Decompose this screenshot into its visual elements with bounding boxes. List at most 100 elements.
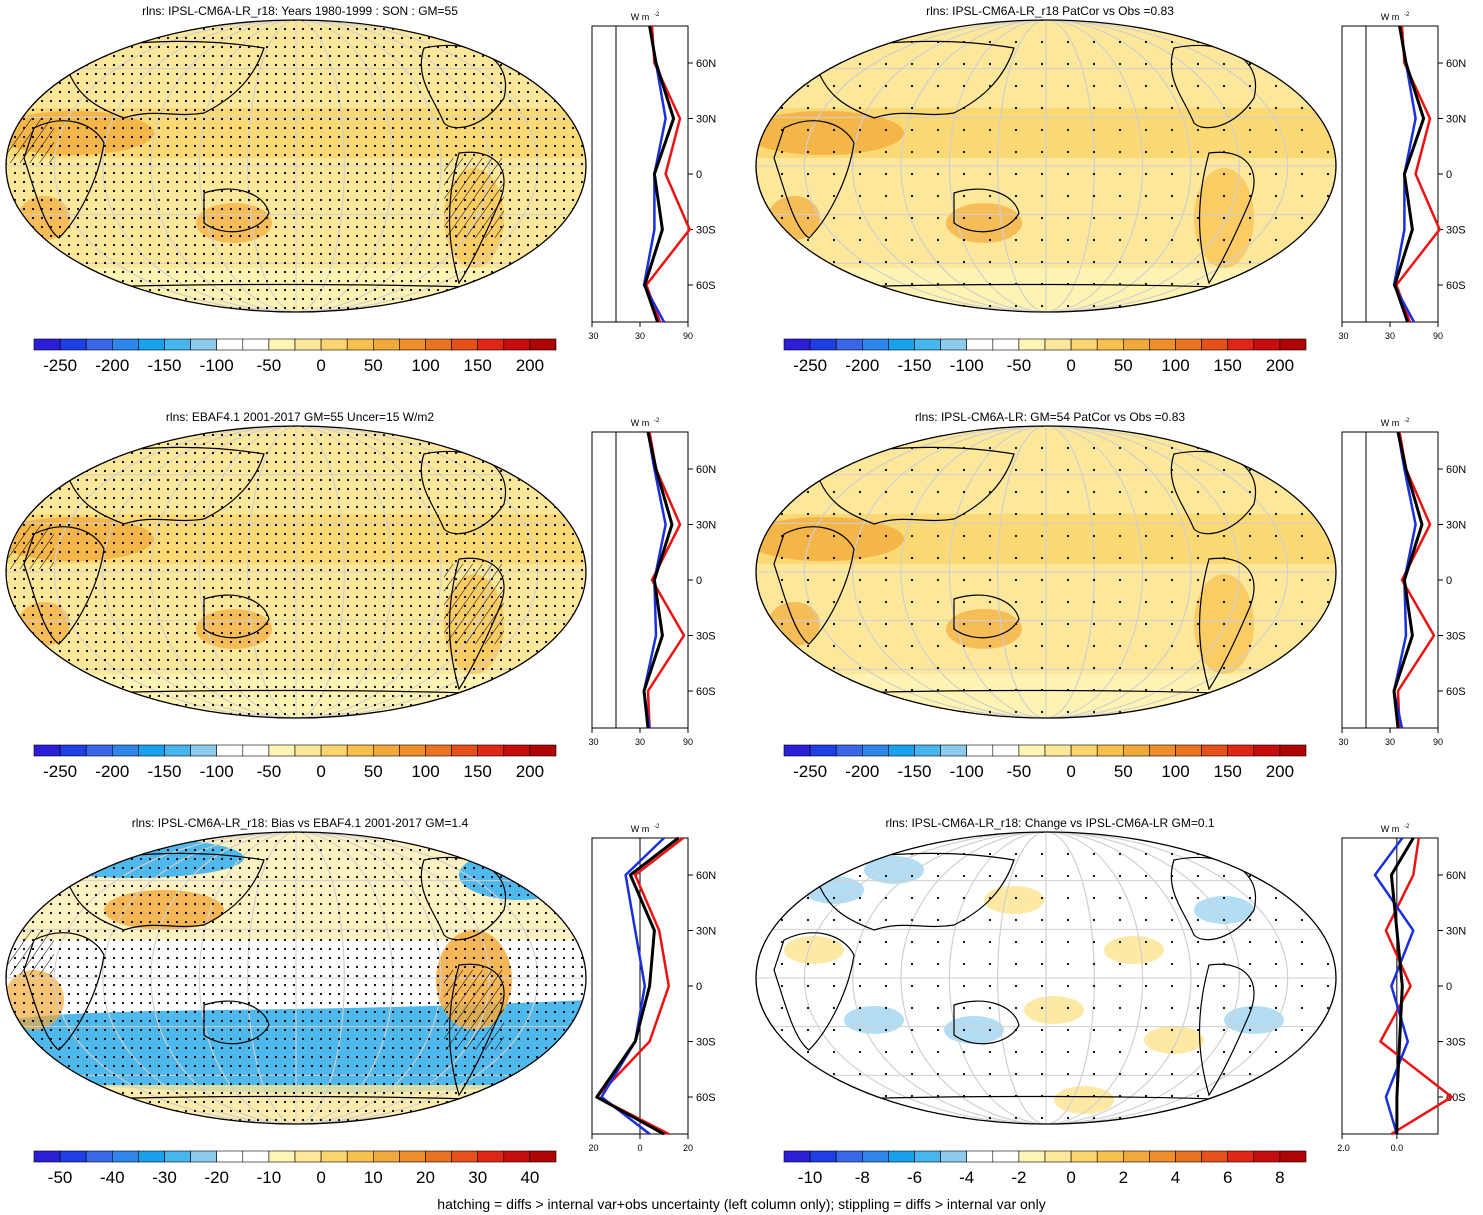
colorbar-label: -50 [257, 762, 282, 781]
map-panel-3 [4, 424, 588, 720]
colorbar-swatch [60, 339, 86, 350]
colorbar-swatch [243, 745, 269, 756]
units-superscript: -2 [654, 12, 660, 18]
colorbar-swatch [321, 1151, 347, 1162]
hatching-region [444, 564, 504, 644]
colorbar-label: 0 [316, 356, 325, 375]
colorbar-swatch [941, 1151, 967, 1162]
colorbar-swatch [269, 745, 295, 756]
colorbar-swatch [478, 745, 504, 756]
colorbar-swatch [1071, 1151, 1097, 1162]
lat-label: 30S [696, 225, 716, 237]
colorbar-swatch [60, 1151, 86, 1162]
colorbar-label: 100 [411, 762, 439, 781]
colorbar-swatch [426, 745, 452, 756]
panel-title-5: rlns: IPSL-CM6A-LR_r18: Bias vs EBAF4.1 … [20, 816, 580, 830]
colorbar-label: -2 [1011, 1168, 1026, 1187]
colorbar-swatch [967, 1151, 993, 1162]
x-tick-label: 0 [637, 1143, 642, 1153]
colorbar-label: -50 [48, 1168, 73, 1187]
colorbar-swatch [1045, 745, 1071, 756]
lat-label: 0 [1446, 981, 1452, 993]
colorbar-swatch [941, 339, 967, 350]
colorbar-swatch [888, 339, 914, 350]
zonal-mean-plot-2: W m-260N30N030S60S-303090 [1338, 4, 1483, 362]
hatching-region [4, 118, 54, 163]
colorbar-swatch [86, 1151, 112, 1162]
colorbar-swatch [1019, 745, 1045, 756]
colorbar-swatch [138, 339, 164, 350]
colorbar-swatch [993, 1151, 1019, 1162]
colorbar-swatch [34, 745, 60, 756]
colorbar-swatch [1097, 339, 1123, 350]
colorbar-label: -100 [950, 356, 984, 375]
lat-label: 60N [1446, 870, 1466, 882]
colorbar-label: 200 [1266, 762, 1294, 781]
colorbar-swatch [1254, 745, 1280, 756]
zonal-mean-plot-5: W m-260N30N030S60S-20020 [588, 816, 738, 1174]
colorbar-label: -250 [793, 356, 827, 375]
colorbar-swatch [426, 339, 452, 350]
panel-title-3: rlns: EBAF4.1 2001-2017 GM=55 Uncer=15 W… [20, 410, 580, 424]
colorbar-label: -8 [855, 1168, 870, 1187]
colorbar-swatch [1176, 745, 1202, 756]
colorbar-label: 0 [316, 1168, 325, 1187]
colorbar-swatch [373, 745, 399, 756]
colorbar-swatch [1202, 745, 1228, 756]
map-panel-5 [4, 830, 588, 1126]
colorbar-swatch [836, 339, 862, 350]
zonal-frame [592, 26, 688, 322]
colorbar-label: 4 [1171, 1168, 1180, 1187]
colorbar-label: -10 [257, 1168, 282, 1187]
colorbar-swatch [1045, 1151, 1071, 1162]
lat-label: 60N [696, 870, 716, 882]
colorbar-swatch [1176, 339, 1202, 350]
colorbar-label: -20 [204, 1168, 229, 1187]
colorbar-label: 150 [1214, 762, 1242, 781]
colorbar-swatch [1019, 339, 1045, 350]
colorbar-swatch [269, 1151, 295, 1162]
colorbar-label: 150 [1214, 356, 1242, 375]
panel-title-1: rlns: IPSL-CM6A-LR_r18: Years 1980-1999 … [20, 4, 580, 18]
colorbar-label: 6 [1223, 1168, 1232, 1187]
colorbar-label: 0 [1066, 356, 1075, 375]
hatching-region [4, 524, 54, 569]
colorbar-label: -250 [43, 356, 77, 375]
colorbar-label: -150 [897, 356, 931, 375]
colorbar-swatch [138, 745, 164, 756]
lat-label: 30N [696, 520, 716, 532]
colorbar-label: -50 [257, 356, 282, 375]
colorbar-swatch [347, 339, 373, 350]
lat-label: 60S [696, 686, 716, 698]
units-label: W m [631, 418, 650, 428]
x-tick-label: 90 [1433, 737, 1443, 747]
colorbar-label: 100 [411, 356, 439, 375]
units-superscript: -2 [1404, 418, 1410, 424]
colorbar-label: 20 [416, 1168, 435, 1187]
colorbar-swatch [1228, 745, 1254, 756]
hatching-region [444, 158, 504, 238]
colorbar-label: -10 [798, 1168, 823, 1187]
units-superscript: -2 [654, 824, 660, 830]
lat-label: 0 [1446, 169, 1452, 181]
colorbar-swatch [165, 339, 191, 350]
map-panel-4 [754, 424, 1338, 720]
panel-title-6: rlns: IPSL-CM6A-LR_r18: Change vs IPSL-C… [770, 816, 1330, 830]
colorbar-swatch [1228, 1151, 1254, 1162]
x-tick-label: -20 [588, 1143, 599, 1153]
colorbar-swatch [1071, 339, 1097, 350]
lat-label: 30N [696, 114, 716, 126]
colorbar-swatch [1254, 1151, 1280, 1162]
colorbar-swatch [112, 745, 138, 756]
x-tick-label: 90 [1433, 331, 1443, 341]
x-tick-label: -2.0 [1338, 1143, 1350, 1153]
lat-label: 30N [1446, 520, 1466, 532]
colorbar-swatch [1280, 1151, 1306, 1162]
lat-label: 30S [696, 631, 716, 643]
colorbar-label: -6 [907, 1168, 922, 1187]
hatching-region [444, 970, 504, 1050]
colorbar-label: -200 [845, 356, 879, 375]
x-tick-label: -30 [1338, 331, 1349, 341]
colorbar-swatch [1228, 339, 1254, 350]
lat-label: 30N [1446, 114, 1466, 126]
